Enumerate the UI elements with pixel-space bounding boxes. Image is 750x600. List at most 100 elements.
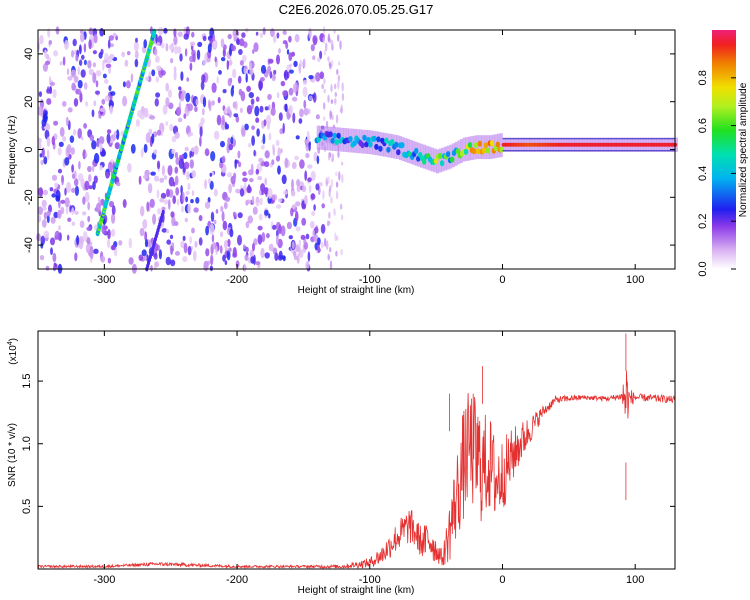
ridge-halo — [361, 129, 365, 154]
noise-blob — [48, 40, 53, 45]
noise-blob — [177, 31, 183, 38]
snr-scale-label: (x104) — [7, 338, 19, 365]
ridge-point — [485, 147, 491, 154]
noise-blob — [144, 231, 148, 242]
ridge-point — [437, 152, 443, 159]
noise-blob — [328, 220, 331, 225]
noise-blob — [291, 204, 296, 210]
noise-blob — [226, 123, 230, 130]
noise-blob — [183, 242, 188, 254]
noise-blob — [46, 149, 50, 160]
ridge-halo — [499, 133, 503, 158]
noise-blob — [52, 89, 57, 98]
noise-blob — [180, 71, 184, 81]
ridge-halo — [446, 145, 450, 170]
noise-blob — [145, 132, 151, 144]
noise-blob — [52, 265, 57, 272]
colorbar-tick-label: 0.2 — [697, 214, 709, 229]
snr-x-label: Height of straight line (km) — [298, 585, 415, 596]
spectrogram-y-label: Frequency (Hz) — [7, 116, 18, 185]
noise-blob — [157, 208, 162, 215]
snr-x-ticks: -300 -200 -100 0 100 — [93, 331, 644, 586]
noise-blob — [212, 34, 216, 42]
noise-blob — [220, 231, 223, 238]
noise-blob — [154, 48, 158, 56]
noise-blob — [171, 135, 177, 143]
noise-blob — [158, 249, 162, 260]
noise-blob — [321, 203, 326, 209]
ridge-halo — [481, 135, 485, 160]
noise-blob — [141, 249, 147, 257]
ridge-halo — [396, 135, 400, 160]
noise-blob — [121, 51, 125, 58]
noise-blob — [62, 56, 66, 66]
noise-blob — [237, 234, 242, 246]
noise-blob — [184, 217, 188, 223]
noise-blob — [224, 260, 228, 265]
noise-blob — [107, 257, 112, 264]
noise-blob — [138, 254, 144, 261]
noise-blob — [76, 88, 82, 95]
noise-blob — [88, 174, 92, 183]
noise-blob — [53, 120, 59, 126]
noise-blob — [271, 194, 278, 201]
noise-blob — [176, 198, 180, 206]
noise-blob — [261, 190, 264, 196]
noise-blob — [288, 69, 294, 74]
noise-blob — [253, 149, 256, 157]
noise-blob — [199, 126, 203, 138]
noise-blob — [161, 165, 165, 176]
noise-blob — [67, 107, 73, 113]
noise-blob — [108, 66, 111, 74]
noise-blob — [194, 106, 198, 113]
noise-blob — [71, 187, 76, 193]
noise-blob — [266, 233, 270, 239]
noise-blob — [152, 213, 157, 225]
noise-blob — [183, 33, 189, 40]
noise-blob — [237, 75, 242, 84]
noise-blob — [202, 96, 207, 108]
noise-blob — [223, 239, 228, 249]
noise-blob — [174, 166, 179, 174]
snr-scale-exponent: 4 — [7, 341, 14, 345]
noise-blob — [341, 93, 345, 101]
noise-blob — [97, 196, 101, 202]
noise-blob — [226, 172, 233, 178]
noise-blob — [165, 97, 170, 107]
noise-blob — [298, 239, 302, 247]
noise-blob — [194, 241, 198, 248]
ridge-point — [352, 140, 357, 147]
noise-blob — [282, 30, 287, 35]
noise-blob — [54, 182, 59, 188]
ridge-point — [433, 158, 439, 164]
noise-blob — [282, 90, 288, 97]
noise-blob — [102, 59, 108, 64]
noise-blob — [105, 171, 109, 179]
noise-blob — [195, 98, 199, 106]
spectral-ridge — [314, 125, 678, 174]
ridge-halo — [327, 126, 331, 151]
ridge-point — [467, 142, 473, 148]
noise-blob — [263, 119, 267, 127]
ridge-point — [366, 137, 371, 143]
noise-blob — [325, 42, 328, 52]
noise-blob — [294, 155, 299, 161]
noise-blob — [72, 173, 75, 180]
noise-blob — [143, 255, 148, 261]
noise-blob — [156, 129, 162, 136]
noise-blob — [293, 250, 297, 258]
noise-blob — [155, 92, 161, 98]
noise-blob — [58, 225, 61, 231]
noise-blob — [311, 211, 316, 216]
noise-blob — [185, 190, 190, 196]
noise-blob — [223, 202, 228, 210]
ridge-halo — [478, 135, 482, 160]
noise-blob — [173, 45, 179, 55]
ridge-point — [390, 139, 395, 145]
noise-blob — [46, 136, 51, 147]
noise-blob — [331, 39, 334, 50]
noise-blob — [246, 85, 252, 92]
noise-blob — [330, 84, 333, 93]
noise-blob — [134, 58, 139, 68]
